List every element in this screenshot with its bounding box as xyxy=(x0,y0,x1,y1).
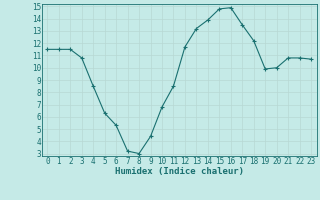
X-axis label: Humidex (Indice chaleur): Humidex (Indice chaleur) xyxy=(115,167,244,176)
